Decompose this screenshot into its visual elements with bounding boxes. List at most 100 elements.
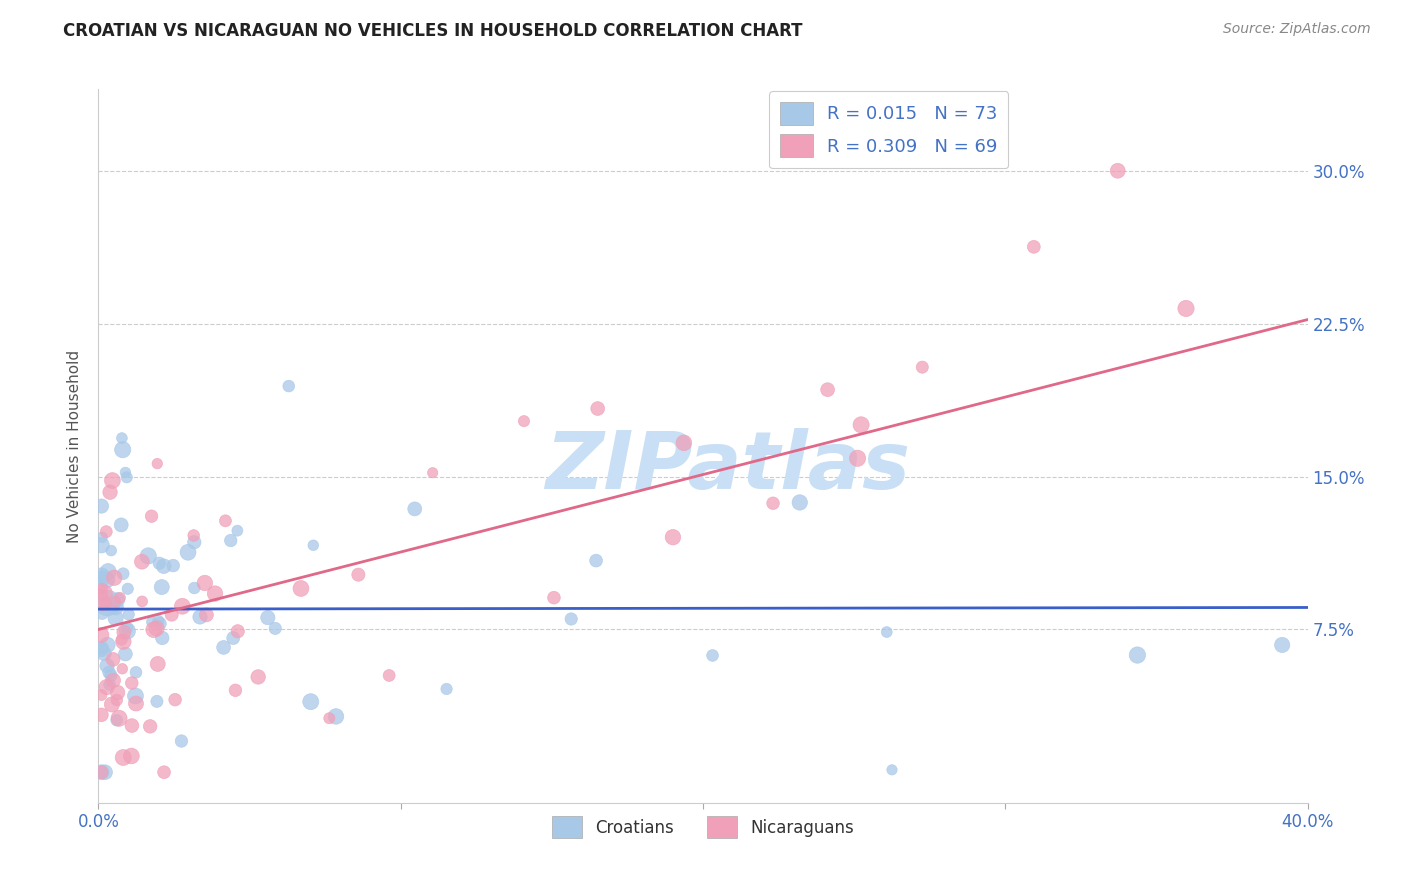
Text: ZIPatlas: ZIPatlas <box>544 428 910 507</box>
Point <box>104 611 127 625</box>
Point <box>141 509 163 524</box>
Point <box>172 599 194 614</box>
Point <box>290 582 312 596</box>
Point <box>90 765 112 780</box>
Point <box>107 592 129 607</box>
Point <box>98 677 121 691</box>
Point <box>90 688 112 702</box>
Point <box>131 594 153 608</box>
Point <box>96 680 118 694</box>
Point <box>148 614 170 628</box>
Point <box>100 543 122 558</box>
Point <box>145 621 167 635</box>
Point <box>149 616 172 631</box>
Point <box>105 693 128 707</box>
Point <box>98 485 121 500</box>
Point <box>112 634 135 648</box>
Point <box>846 451 869 466</box>
Text: CROATIAN VS NICARAGUAN NO VEHICLES IN HOUSEHOLD CORRELATION CHART: CROATIAN VS NICARAGUAN NO VEHICLES IN HO… <box>63 22 803 40</box>
Point <box>101 474 124 488</box>
Point <box>325 709 347 723</box>
Point <box>101 652 124 666</box>
Point <box>96 573 118 587</box>
Point <box>117 582 139 596</box>
Point <box>347 567 370 582</box>
Point <box>142 623 165 637</box>
Point <box>226 524 249 538</box>
Point <box>90 707 112 722</box>
Point <box>1126 648 1149 662</box>
Point <box>94 586 117 600</box>
Point <box>91 640 114 655</box>
Point <box>101 698 124 712</box>
Point <box>91 530 114 544</box>
Point <box>114 466 136 480</box>
Point <box>93 647 115 661</box>
Point <box>436 681 458 696</box>
Point <box>256 610 278 624</box>
Point <box>146 694 169 708</box>
Point <box>112 566 135 581</box>
Point <box>112 625 135 640</box>
Point <box>264 621 287 635</box>
Point <box>91 582 114 596</box>
Point <box>117 621 139 635</box>
Point <box>183 528 205 542</box>
Point <box>160 607 183 622</box>
Point <box>702 648 724 663</box>
Point <box>165 692 187 706</box>
Point <box>543 591 565 605</box>
Point <box>118 607 141 622</box>
Point <box>98 665 121 680</box>
Point <box>91 606 114 620</box>
Point <box>299 695 322 709</box>
Point <box>585 553 607 567</box>
Point <box>188 610 211 624</box>
Point <box>150 631 173 645</box>
Point <box>876 625 898 640</box>
Point <box>111 431 134 445</box>
Point <box>422 466 444 480</box>
Point <box>90 765 112 780</box>
Point <box>1107 163 1129 178</box>
Point <box>115 470 138 484</box>
Point <box>97 565 120 579</box>
Point <box>247 670 270 684</box>
Point <box>560 612 582 626</box>
Point <box>146 457 169 471</box>
Legend: Croatians, Nicaraguans: Croatians, Nicaraguans <box>546 810 860 845</box>
Point <box>762 496 785 510</box>
Point <box>96 638 118 652</box>
Point <box>111 662 134 676</box>
Point <box>153 765 176 780</box>
Point <box>378 668 401 682</box>
Point <box>114 647 136 661</box>
Point <box>170 734 193 748</box>
Point <box>136 549 159 563</box>
Point <box>90 538 112 552</box>
Point <box>302 538 325 552</box>
Point <box>90 628 112 642</box>
Point <box>112 750 135 764</box>
Point <box>105 713 128 727</box>
Point <box>672 435 695 450</box>
Point <box>214 514 236 528</box>
Point <box>318 711 340 725</box>
Point <box>212 640 235 655</box>
Point <box>226 624 249 639</box>
Point <box>204 586 226 600</box>
Point <box>139 719 162 733</box>
Point <box>90 643 112 657</box>
Point <box>117 624 139 638</box>
Point <box>1271 638 1294 652</box>
Point <box>121 676 143 690</box>
Point <box>195 607 218 622</box>
Point <box>911 360 934 375</box>
Point <box>108 711 131 725</box>
Point <box>1175 301 1198 316</box>
Point <box>152 559 174 574</box>
Point <box>94 765 117 780</box>
Point <box>125 697 148 711</box>
Point <box>90 499 112 513</box>
Point <box>183 581 205 595</box>
